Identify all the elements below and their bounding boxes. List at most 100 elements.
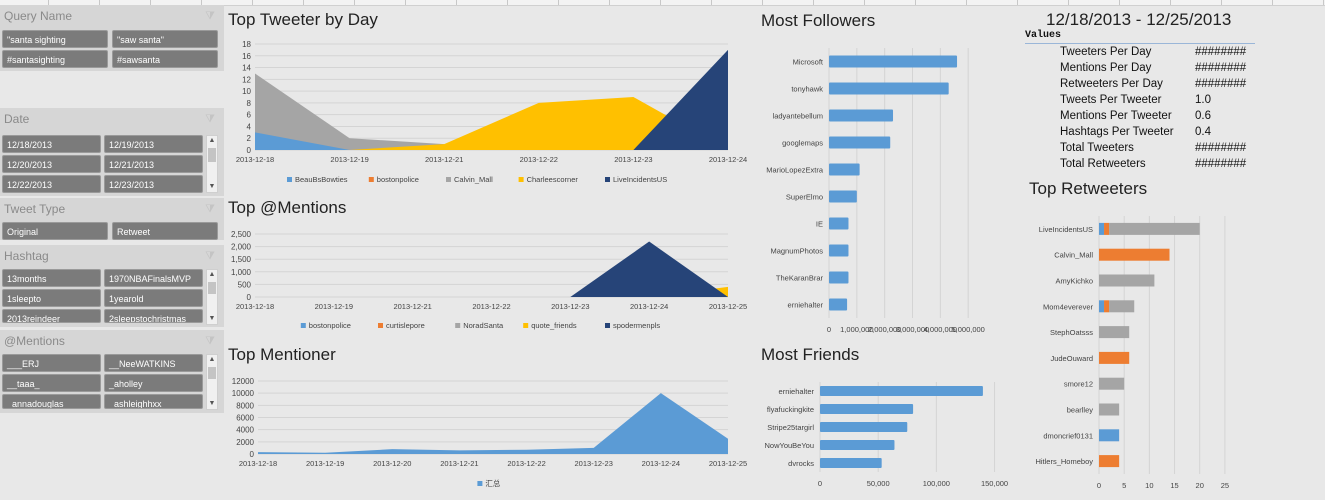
slicer-item[interactable]: 12/18/2013	[2, 135, 101, 153]
scroll-up-icon[interactable]: ▲	[208, 137, 216, 144]
scroll-down-icon[interactable]: ▼	[208, 315, 216, 322]
slicer-item[interactable]: 12/21/2013	[104, 155, 203, 173]
kpi-row: Mentions Per Day ########	[1025, 60, 1255, 76]
y-tick-label: 8	[247, 99, 252, 108]
slicer-item[interactable]: 2sleepstochristmas	[104, 309, 203, 323]
y-tick-label: 12	[242, 75, 251, 84]
slicer-scrollbar[interactable]: ▲ ▼	[206, 354, 218, 410]
clear-filter-icon[interactable]: ⧩	[205, 335, 215, 347]
slicer-item[interactable]: _ashleighhxx	[104, 394, 203, 409]
y-tick-label: 500	[238, 280, 252, 289]
kpi-label: Hashtags Per Tweeter	[1060, 126, 1174, 138]
bar-category-label: dmoncrief0131	[1043, 431, 1093, 440]
x-tick-label: 2013-12-22	[520, 155, 558, 164]
y-tick-label: 2,500	[231, 230, 252, 239]
column-divider	[1017, 0, 1018, 5]
kpi-label: Tweeters Per Day	[1060, 46, 1152, 58]
slicer-item[interactable]: 12/19/2013	[104, 135, 203, 153]
scroll-up-icon[interactable]: ▲	[208, 356, 216, 363]
kpi-header: Values	[1025, 30, 1255, 44]
slicer-item[interactable]: ___ERJ	[2, 354, 101, 372]
slicer-item[interactable]: __NeeWATKINS	[104, 354, 203, 372]
slicer-scrollbar[interactable]: ▲ ▼	[206, 269, 218, 325]
slicer-item[interactable]: _annadouglas	[2, 394, 101, 409]
scroll-down-icon[interactable]: ▼	[208, 183, 216, 190]
bar-category-label: NowYouBeYou	[765, 441, 815, 450]
slicer-item[interactable]: 12/23/2013	[104, 175, 203, 193]
kpi-row: Total Tweeters ########	[1025, 140, 1255, 156]
y-tick-label: 2,000	[231, 243, 252, 252]
bar	[829, 217, 849, 230]
y-tick-label: 0	[247, 293, 252, 302]
column-divider	[201, 0, 202, 5]
kpi-label: Mentions Per Tweeter	[1060, 110, 1172, 122]
x-tick-label: 25	[1221, 481, 1229, 490]
slicer-item[interactable]: 13months	[2, 269, 101, 287]
slicer-item[interactable]: 1yearold	[104, 289, 203, 307]
x-tick-label: 10	[1145, 481, 1153, 490]
clear-filter-icon[interactable]: ⧩	[205, 203, 215, 215]
y-tick-label: 14	[242, 64, 251, 73]
column-divider	[813, 0, 814, 5]
slicer-item[interactable]: __taaa_	[2, 374, 101, 392]
slicer-item[interactable]: Retweet	[112, 222, 218, 240]
slicer-title: Date	[4, 112, 30, 126]
scroll-thumb[interactable]	[208, 148, 216, 162]
scroll-thumb[interactable]	[208, 367, 216, 379]
column-divider	[915, 0, 916, 5]
x-tick-label: 2013-12-25	[709, 459, 747, 468]
bar	[829, 298, 848, 311]
slicer-item[interactable]: 12/20/2013	[2, 155, 101, 173]
bar-category-label: IE	[816, 220, 823, 229]
x-tick-label: 2013-12-24	[709, 155, 747, 164]
legend-label: quote_friends	[531, 321, 577, 330]
bar-category-label: Calvin_Mall	[1054, 251, 1093, 260]
kpi-row: Mentions Per Tweeter 0.6	[1025, 108, 1255, 124]
slicer-item[interactable]: "saw santa"	[112, 30, 218, 48]
scroll-down-icon[interactable]: ▼	[208, 400, 216, 407]
legend-label: Charleescorner	[527, 175, 579, 184]
x-tick-label: 2013-12-21	[425, 155, 463, 164]
bar	[1099, 222, 1105, 235]
x-tick-label: 50,000	[867, 479, 890, 488]
slicer-title: Tweet Type	[4, 202, 66, 216]
legend-swatch	[378, 323, 383, 328]
kpi-value: ########	[1195, 46, 1247, 58]
bar	[829, 55, 958, 68]
slicer-item[interactable]: 2013reindeer	[2, 309, 101, 323]
y-tick-label: 2000	[236, 438, 254, 447]
y-tick-label: 16	[242, 52, 251, 61]
y-tick-label: 4000	[236, 426, 254, 435]
chart-title-top-mentioner: Top Mentioner	[228, 345, 336, 364]
bar	[1099, 377, 1125, 390]
slicer-scrollbar[interactable]: ▲ ▼	[206, 135, 218, 193]
column-divider	[456, 0, 457, 5]
x-tick-label: 2013-12-23	[575, 459, 613, 468]
scroll-up-icon[interactable]: ▲	[208, 271, 216, 278]
legend-label: bostonpolice	[309, 321, 351, 330]
kpi-value: ########	[1195, 142, 1247, 154]
slicer-item[interactable]: 1sleepto	[2, 289, 101, 307]
column-divider	[762, 0, 763, 5]
slicer-item[interactable]: #sawsanta	[112, 50, 218, 68]
slicer-item[interactable]: "santa sighting	[2, 30, 108, 48]
column-divider	[1170, 0, 1171, 5]
slicer-hashtag: Hashtag ⧩ 13months 1970NBAFinalsMVP 1sle…	[0, 245, 224, 327]
bar-category-label: Stripe25targirl	[767, 423, 814, 432]
slicer-item[interactable]: #santasighting	[2, 50, 108, 68]
slicer-item[interactable]: Original	[2, 222, 108, 240]
clear-filter-icon[interactable]: ⧩	[205, 10, 215, 22]
x-tick-label: 0	[827, 325, 831, 334]
slicer-item[interactable]: 12/22/2013	[2, 175, 101, 193]
bar-category-label: TheKaranBrar	[776, 274, 824, 283]
scroll-thumb[interactable]	[208, 282, 216, 294]
column-divider	[966, 0, 967, 5]
legend-swatch	[605, 323, 610, 328]
slicer-item[interactable]: 1970NBAFinalsMVP	[104, 269, 203, 287]
kpi-label: Retweeters Per Day	[1060, 78, 1163, 90]
slicer-item[interactable]: _aholley	[104, 374, 203, 392]
legend-swatch	[446, 177, 451, 182]
clear-filter-icon[interactable]: ⧩	[205, 250, 215, 262]
column-divider	[1221, 0, 1222, 5]
clear-filter-icon[interactable]: ⧩	[205, 113, 215, 125]
